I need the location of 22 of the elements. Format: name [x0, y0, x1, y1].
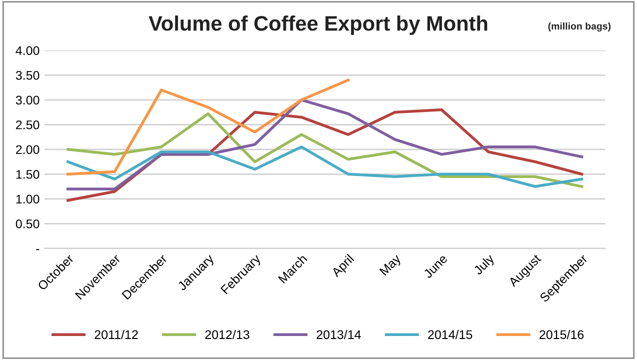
line-series — [66, 146, 584, 188]
line-series — [66, 98, 584, 190]
line-series — [66, 112, 584, 188]
legend-label: 2012/13 — [205, 330, 250, 340]
y-tick-label: 0.50 — [16, 219, 40, 228]
x-tick-label: May — [379, 254, 404, 278]
legend-label: 2011/12 — [94, 330, 138, 340]
x-tick-label: July — [472, 253, 497, 278]
legend-label: 2014/15 — [428, 330, 472, 340]
chart-title: Volume of Coffee Export by Month — [148, 15, 488, 35]
legend-label: 2015/16 — [540, 330, 584, 340]
y-tick-label: 3.00 — [16, 96, 40, 105]
y-tick-label: 2.50 — [16, 120, 40, 130]
y-tick-label: 2.00 — [16, 145, 40, 154]
y-tick-label: 4.00 — [16, 46, 40, 56]
y-tick-label: 3.50 — [16, 70, 40, 80]
legend-label: 2013/14 — [316, 330, 361, 340]
line-series — [66, 78, 350, 176]
y-tick-label: 1.00 — [16, 194, 40, 204]
y-tick-label: 1.50 — [16, 170, 40, 179]
y-tick-label: - — [36, 249, 40, 250]
chart-subtitle: (million bags) — [548, 22, 611, 32]
